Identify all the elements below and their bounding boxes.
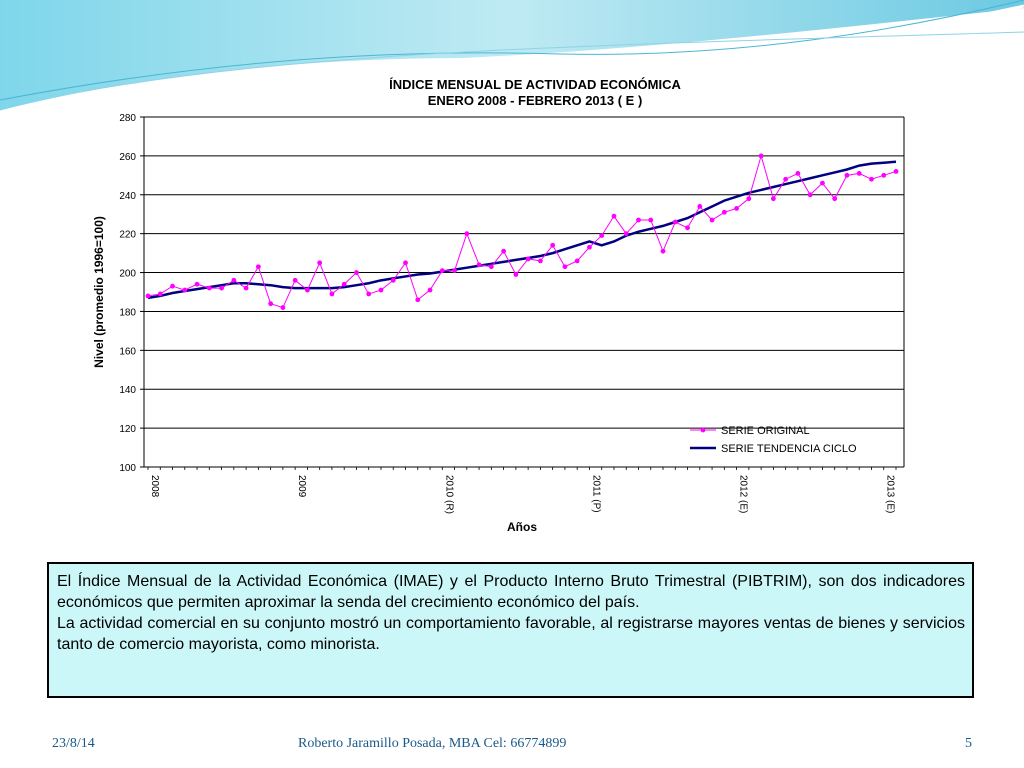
series-original-point	[354, 270, 359, 275]
summary-paragraph-2: La actividad comercial en su conjunto mo…	[57, 615, 965, 653]
series-original-point	[439, 268, 445, 274]
x-tick-label: 2011 (P)	[590, 475, 601, 513]
series-original-point	[366, 291, 372, 297]
series-original-point	[697, 204, 703, 209]
legend-original-marker	[700, 427, 706, 433]
series-original-point	[550, 242, 556, 248]
y-tick-label: 160	[119, 346, 136, 357]
summary-paragraph-1: El Índice Mensual de la Actividad Económ…	[57, 573, 965, 611]
summary-text-box: El Índice Mensual de la Actividad Económ…	[47, 562, 974, 698]
series-original-point	[623, 231, 629, 237]
series-original-point	[709, 217, 715, 223]
series-original-point	[525, 256, 531, 262]
y-tick-label: 140	[119, 385, 136, 396]
series-original-point	[378, 287, 384, 293]
footer-date: 23/8/14	[52, 736, 95, 751]
y-tick-label: 180	[119, 307, 136, 318]
series-original-point	[157, 291, 163, 297]
series-original-point	[452, 268, 457, 274]
series-original-point	[501, 248, 507, 254]
series-original-point	[268, 301, 274, 307]
chart-series	[145, 153, 899, 310]
series-original-point	[648, 217, 654, 223]
series-original-point	[869, 176, 874, 182]
x-tick-label: 2010 (R)	[443, 475, 454, 514]
series-original-point	[721, 209, 727, 215]
series-original-point	[341, 281, 347, 287]
series-original-point	[672, 219, 678, 225]
series-original-point	[255, 264, 261, 270]
x-tick-label: 2012 (E)	[738, 475, 749, 513]
series-original-point	[280, 305, 286, 310]
series-original-point	[513, 272, 519, 277]
legend-trend-label: SERIE TENDENCIA CICLO	[721, 443, 857, 455]
series-original-point	[194, 281, 200, 287]
footer-author: Roberto Jaramillo Posada, MBA Cel: 66774…	[298, 736, 567, 751]
series-original-point	[145, 293, 151, 299]
series-tendencia-ciclo-line	[147, 160, 897, 300]
series-original-point	[476, 262, 482, 268]
legend-original-label: SERIE ORIGINAL	[721, 425, 810, 437]
series-original-point	[611, 213, 617, 219]
series-original-point	[182, 287, 188, 293]
y-axis-label: Nivel (promedio 1996=100)	[92, 216, 106, 368]
series-original-point	[243, 285, 249, 291]
y-tick-label: 100	[119, 463, 136, 474]
y-tick-label: 200	[119, 269, 136, 280]
y-tick-label: 260	[119, 152, 136, 163]
series-original-point	[636, 217, 641, 223]
y-tick-label: 120	[119, 424, 136, 435]
x-tick-label: 2008	[149, 475, 160, 498]
series-original-point	[231, 277, 237, 283]
x-axis-tick-labels: 2008 2009 2010 (R) 2011 (P) 2012 (E) 2013 (E)	[147, 467, 897, 514]
series-original-point	[390, 277, 396, 283]
series-original-point	[403, 260, 408, 266]
series-original-point	[599, 233, 605, 239]
series-original-point	[770, 196, 776, 202]
x-tick-label: 2009	[296, 475, 307, 498]
series-original-point	[219, 285, 224, 291]
series-original-point	[758, 153, 764, 159]
chart-legend: SERIE ORIGINAL SERIE TENDENCIA CICLO	[690, 425, 857, 455]
series-original-point	[537, 258, 543, 264]
series-original-point	[807, 192, 813, 198]
series-original-point	[893, 169, 899, 174]
y-tick-label: 240	[119, 191, 136, 202]
series-original-point	[562, 264, 568, 270]
series-original-point	[734, 205, 739, 211]
series-original-point	[746, 196, 752, 202]
series-original-point	[305, 287, 310, 293]
series-original-point	[660, 248, 666, 254]
series-original-point	[206, 285, 212, 291]
series-original-point	[464, 231, 470, 237]
series-original-point	[832, 196, 838, 202]
chart-gridlines	[140, 116, 905, 468]
chart-title: ÍNDICE MENSUAL DE ACTIVIDAD ECONÓMICA	[389, 77, 681, 92]
series-original-point	[795, 170, 801, 176]
series-original-point	[685, 225, 690, 231]
series-original-point	[415, 297, 421, 303]
header-swoosh-decoration	[0, 0, 1024, 114]
y-tick-label: 280	[119, 113, 136, 124]
series-original-point	[820, 180, 825, 186]
series-original-point	[783, 176, 789, 182]
series-original-point	[881, 172, 887, 178]
series-original-point	[488, 264, 494, 270]
y-axis-tick-labels: 100 120 140 160 180 200 220 240 260 280	[119, 113, 136, 474]
imae-line-chart: ÍNDICE MENSUAL DE ACTIVIDAD ECONÓMICA EN…	[92, 77, 905, 534]
series-original-point	[329, 291, 335, 297]
x-tick-label: 2013 (E)	[885, 475, 896, 513]
y-tick-label: 220	[119, 230, 136, 241]
series-original-point	[856, 170, 862, 176]
chart-subtitle: ENERO 2008 - FEBRERO 2013 ( E )	[428, 93, 643, 108]
series-original-point	[587, 244, 592, 250]
footer-page-number: 5	[965, 736, 972, 751]
series-original-point	[292, 277, 298, 283]
series-original-point	[170, 283, 175, 289]
x-axis-label: Años	[507, 520, 537, 534]
series-original-point	[427, 287, 433, 293]
series-original-point	[844, 172, 850, 178]
series-original-point	[574, 258, 580, 264]
series-original-point	[317, 260, 323, 266]
